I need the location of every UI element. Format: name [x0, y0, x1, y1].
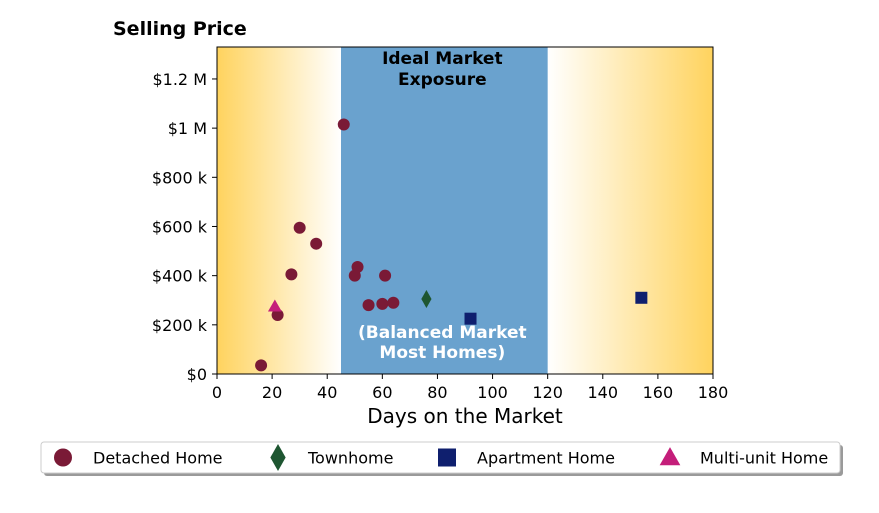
legend-entry-label: Detached Home: [93, 449, 223, 468]
x-tick-label: 100: [477, 383, 508, 402]
multi-unit-home-point: [267, 299, 282, 312]
detached-home-point: [255, 359, 268, 372]
chart-title: Selling Price: [113, 18, 247, 40]
x-tick-label: 80: [427, 383, 447, 402]
plot-frame: [216, 46, 714, 375]
x-tick-label: 60: [372, 383, 392, 402]
apartment-home-point: [464, 312, 477, 325]
legend-marker: [270, 444, 286, 471]
x-tick-label: 120: [532, 383, 563, 402]
townhome-point: [421, 290, 432, 309]
y-tick-label: $600 k: [152, 217, 208, 236]
apartment-home-point: [635, 291, 648, 304]
x-tick-label: 180: [698, 383, 729, 402]
y-tick-label: $200 k: [152, 316, 208, 335]
detached-home-point: [351, 261, 364, 274]
left-gradient-band: [217, 47, 341, 374]
detached-home-point: [376, 297, 389, 310]
x-tick-label: 0: [212, 383, 222, 402]
detached-home-point: [337, 118, 350, 131]
right-gradient-band: [547, 47, 713, 374]
x-tick-label: 160: [643, 383, 674, 402]
x-axis: 0 20 40 60 80 100 120 140 160 180: [212, 374, 728, 402]
detached-home-point: [285, 268, 298, 281]
legend-entry-label: Multi-unit Home: [700, 449, 828, 468]
x-axis-label: Days on the Market: [367, 404, 563, 428]
detached-home-point: [362, 299, 375, 312]
y-tick-label: $1.2 M: [152, 70, 207, 89]
ideal-zone-sublabel: (Balanced Market Most Homes): [358, 323, 527, 363]
plot-background: [217, 47, 713, 374]
legend: Detached Home Townhome Apartment Home Multi…: [40, 441, 843, 476]
data-points: [255, 118, 648, 372]
y-tick-label: $800 k: [152, 168, 208, 187]
x-tick-label: 20: [262, 383, 282, 402]
x-tick-label: 140: [588, 383, 619, 402]
detached-home-point: [293, 221, 306, 234]
legend-entry-label: Townhome: [307, 449, 393, 468]
ideal-zone-label: Ideal Market Exposure: [382, 49, 503, 90]
detached-home-point: [379, 269, 392, 282]
legend-marker: [438, 448, 456, 467]
ideal-zone-band: [341, 47, 548, 374]
y-axis: $0 $200 k $400 k $600 k $800 k $1 M $1.2 M: [152, 70, 217, 384]
ideal-zone: Ideal Market Exposure (Balanced Market Most…: [341, 47, 548, 374]
legend-marker: [54, 448, 72, 467]
detached-home-point: [271, 308, 284, 321]
y-tick-label: $400 k: [152, 267, 208, 286]
detached-home-point: [310, 237, 323, 250]
legend-marker: [659, 447, 681, 466]
x-tick-label: 40: [317, 383, 337, 402]
y-tick-label: $1 M: [168, 119, 207, 138]
y-tick-label: $0: [187, 365, 207, 384]
detached-home-point: [387, 296, 400, 309]
legend-entry-label: Apartment Home: [477, 449, 615, 468]
